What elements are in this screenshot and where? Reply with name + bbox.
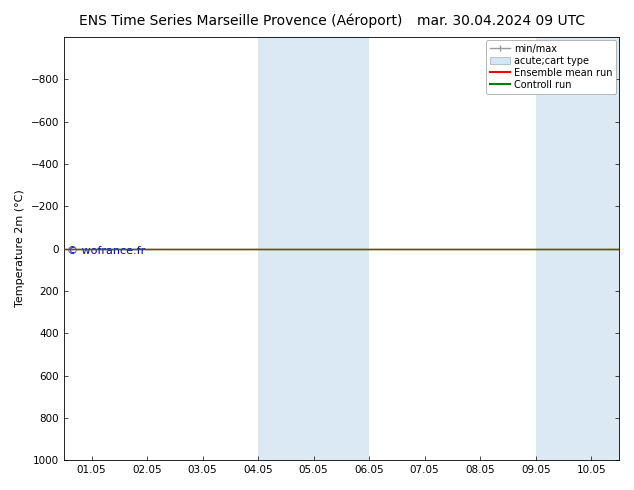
Bar [592, 37, 619, 460]
Bar [258, 37, 314, 460]
Legend: min/max, acute;cart type, Ensemble mean run, Controll run: min/max, acute;cart type, Ensemble mean … [486, 40, 616, 94]
Text: © wofrance.fr: © wofrance.fr [67, 246, 145, 256]
Bar [314, 37, 369, 460]
Y-axis label: Temperature 2m (°C): Temperature 2m (°C) [15, 190, 25, 307]
Text: mar. 30.04.2024 09 UTC: mar. 30.04.2024 09 UTC [417, 14, 585, 28]
Text: ENS Time Series Marseille Provence (Aéroport): ENS Time Series Marseille Provence (Aéro… [79, 14, 403, 28]
Bar [536, 37, 592, 460]
